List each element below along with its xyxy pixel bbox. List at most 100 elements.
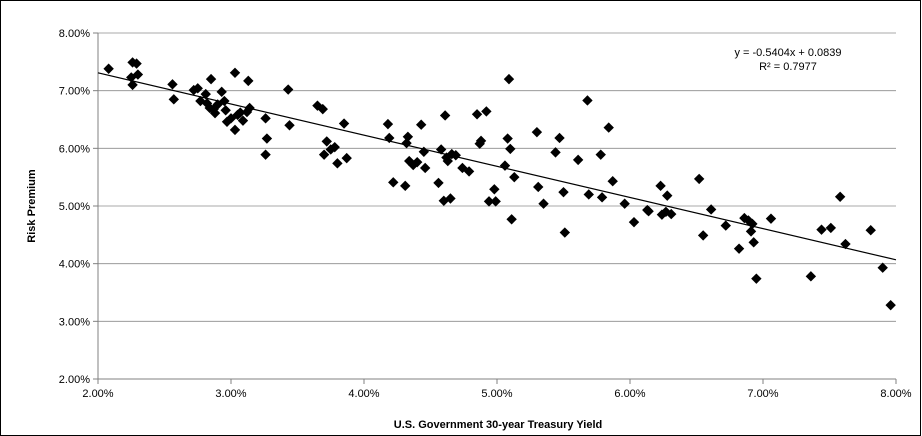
data-point <box>655 180 666 192</box>
data-point <box>235 107 246 118</box>
trendline <box>97 72 897 261</box>
data-point <box>131 58 142 69</box>
data-point <box>583 189 594 200</box>
data-point <box>509 171 520 183</box>
data-point <box>168 94 180 105</box>
data-point <box>402 131 414 142</box>
data-point <box>442 155 453 167</box>
data-point <box>603 122 614 133</box>
data-point <box>554 132 565 144</box>
y-tick-label: 4.00% <box>59 259 90 271</box>
data-point <box>558 186 569 198</box>
data-point <box>384 132 395 144</box>
data-point <box>628 216 640 228</box>
data-point <box>619 198 630 209</box>
data-point <box>502 133 513 144</box>
data-point <box>748 237 759 248</box>
data-point <box>167 79 178 90</box>
data-point <box>533 181 544 193</box>
data-point <box>243 75 254 87</box>
data-point <box>126 72 137 83</box>
data-point <box>816 224 827 235</box>
data-point <box>244 102 255 114</box>
data-point <box>463 166 475 177</box>
data-point <box>260 149 271 160</box>
data-point <box>483 196 495 207</box>
data-point <box>132 69 144 80</box>
data-point <box>503 73 515 85</box>
data-point <box>332 158 343 169</box>
data-point <box>325 144 336 155</box>
data-point <box>321 136 332 147</box>
data-point <box>666 208 677 220</box>
data-point <box>229 67 241 78</box>
data-point <box>127 79 138 91</box>
x-tick-label: 4.00% <box>348 388 379 400</box>
data-point <box>834 191 846 202</box>
data-point <box>318 149 330 160</box>
data-point <box>388 177 399 188</box>
data-point <box>450 150 461 161</box>
data-point <box>317 103 328 115</box>
data-point <box>705 204 717 215</box>
data-point <box>489 184 500 195</box>
data-point <box>840 238 851 250</box>
data-point <box>237 115 249 126</box>
data-point <box>582 95 593 106</box>
data-point <box>660 206 672 217</box>
y-tick-label: 3.00% <box>59 316 90 328</box>
data-point <box>656 209 668 220</box>
data-point <box>419 162 431 174</box>
y-tick-label: 8.00% <box>59 28 90 40</box>
data-point <box>229 124 241 136</box>
data-point <box>720 220 731 231</box>
gridlines <box>98 32 896 322</box>
trendline-r-squared: R² = 0.7977 <box>759 61 817 73</box>
data-point <box>506 214 517 225</box>
data-point <box>745 226 757 237</box>
data-point <box>825 222 837 234</box>
data-point <box>475 135 487 147</box>
axes <box>93 32 897 384</box>
data-point <box>885 299 896 311</box>
data-point <box>261 133 273 144</box>
data-point <box>697 230 709 241</box>
y-axis-title: Risk Premium <box>26 169 38 243</box>
data-point <box>765 213 777 224</box>
data-point <box>219 95 230 107</box>
data-point <box>499 160 511 171</box>
trendline-group <box>97 72 897 261</box>
data-point <box>531 126 543 138</box>
data-point <box>382 118 394 130</box>
x-tick-label: 8.00% <box>880 388 911 400</box>
data-point <box>662 190 673 201</box>
data-point <box>877 262 888 273</box>
data-point <box>865 225 876 236</box>
data-point <box>439 110 451 121</box>
data-point <box>643 205 654 217</box>
x-tick-label: 2.00% <box>82 388 113 400</box>
data-point <box>260 113 271 124</box>
data-point <box>216 86 227 98</box>
data-point <box>209 107 221 119</box>
data-point <box>550 147 561 158</box>
data-point <box>338 118 350 129</box>
y-tick-label: 5.00% <box>59 201 90 213</box>
x-axis-title: U.S. Government 30-year Treasury Yield <box>394 419 602 431</box>
data-point <box>747 218 758 230</box>
y-tick-label: 2.00% <box>59 374 90 386</box>
data-point <box>418 146 430 157</box>
data-point <box>282 84 294 95</box>
data-point <box>415 119 427 130</box>
data-point <box>412 156 423 168</box>
data-point <box>201 98 213 109</box>
data-point <box>596 192 608 203</box>
data-point <box>607 176 618 187</box>
x-tick-label: 7.00% <box>747 388 778 400</box>
data-point <box>220 105 231 116</box>
data-point <box>438 195 449 207</box>
data-point <box>329 141 340 153</box>
data-point <box>559 227 571 238</box>
data-point <box>200 88 211 100</box>
